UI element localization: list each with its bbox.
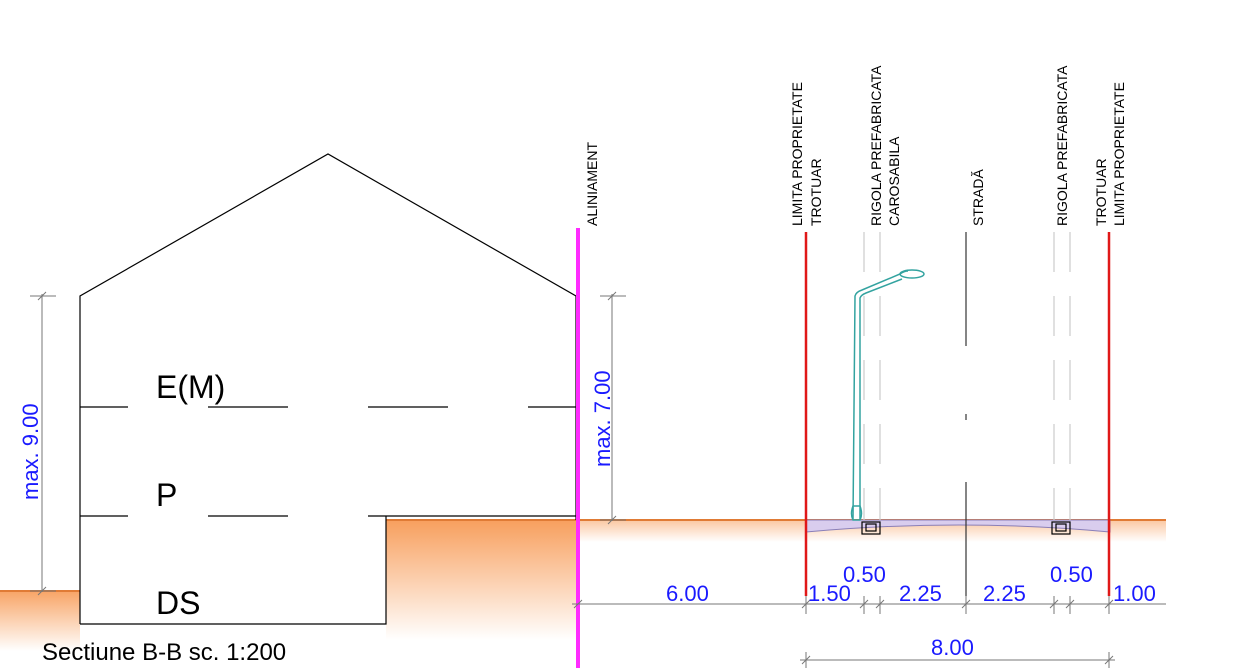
dim-left-gutter: 0.50 (843, 562, 886, 587)
gutter-right (1051, 521, 1071, 535)
street-lamp (850, 269, 925, 521)
gutter-guides (863, 232, 1071, 520)
dim-left-sidewalk: 1.50 (808, 581, 851, 606)
label-right-limit: LIMITA PROPRIETATE (1111, 82, 1127, 226)
building-height-label: max. 9.00 (18, 403, 43, 500)
label-carosabila: CAROSABILA (886, 136, 902, 226)
gutter-left (861, 521, 881, 535)
dim-street-width: 8.00 (931, 635, 974, 660)
label-left-trotuar: TROTUAR (808, 158, 824, 226)
label-left-rigola: RIGOLA PREFABRICATA (868, 65, 884, 226)
label-left-limit: LIMITA PROPRIETATE (789, 82, 805, 226)
street-width-dimension (800, 652, 1115, 668)
alignment-height-label: max. 7.00 (590, 370, 615, 467)
building-height-dimension (30, 291, 56, 596)
label-right-trotuar: TROTUAR (1093, 158, 1109, 226)
street-surface (805, 519, 1111, 533)
dim-right-sidewalk: 1.00 (1113, 581, 1156, 606)
dim-lane-left: 2.25 (899, 581, 942, 606)
dimension-chain (572, 596, 1166, 614)
floor-label-ground: P (156, 477, 177, 513)
section-title: Sectiune B-B sc. 1:200 (42, 639, 286, 666)
floor-label-basement: DS (156, 585, 200, 621)
dim-right-gutter: 0.50 (1050, 562, 1093, 587)
dim-setback: 6.00 (666, 581, 709, 606)
dim-lane-right: 2.25 (983, 581, 1026, 606)
floor-lines (80, 406, 576, 517)
label-right-rigola: RIGOLA PREFABRICATA (1054, 65, 1070, 226)
floor-label-roof: E(M) (156, 369, 225, 405)
ground-fill-left (386, 520, 578, 640)
ground-fill-far-left (0, 591, 80, 651)
label-strada: STRADĂ (970, 169, 986, 226)
label-aliniament: ALINIAMENT (584, 142, 600, 226)
alignment-height-dimension (600, 291, 626, 525)
